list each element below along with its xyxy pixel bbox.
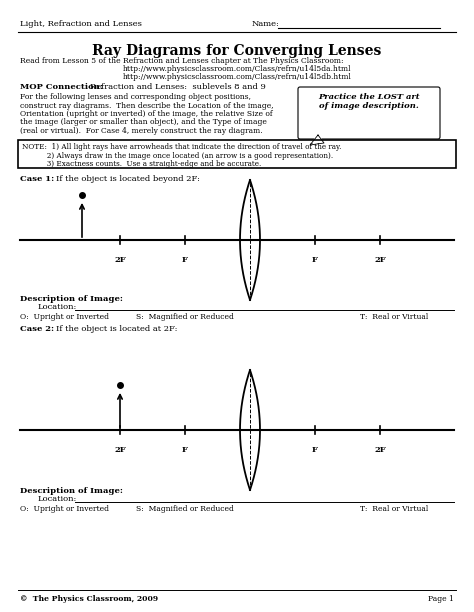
Text: Refraction and Lenses:  sublevels 8 and 9: Refraction and Lenses: sublevels 8 and 9 bbox=[90, 83, 266, 91]
Text: If the object is located at 2F:: If the object is located at 2F: bbox=[56, 325, 177, 333]
Text: Light, Refraction and Lenses: Light, Refraction and Lenses bbox=[20, 20, 142, 28]
Text: 2) Always draw in the image once located (an arrow is a good representation).: 2) Always draw in the image once located… bbox=[22, 152, 333, 160]
Text: Description of Image:: Description of Image: bbox=[20, 295, 123, 303]
Text: O:  Upright or Inverted: O: Upright or Inverted bbox=[20, 313, 109, 321]
Text: ©  The Physics Classroom, 2009: © The Physics Classroom, 2009 bbox=[20, 595, 158, 603]
Text: Case 1:: Case 1: bbox=[20, 175, 54, 183]
Text: 2F: 2F bbox=[374, 446, 386, 454]
Text: F: F bbox=[312, 256, 318, 264]
Text: T:  Real or Virtual: T: Real or Virtual bbox=[360, 505, 428, 513]
Text: If the object is located beyond 2F:: If the object is located beyond 2F: bbox=[56, 175, 200, 183]
Text: Name:: Name: bbox=[252, 20, 280, 28]
Text: Practice the LOST art
of image description.: Practice the LOST art of image descripti… bbox=[318, 93, 420, 110]
Text: T:  Real or Virtual: T: Real or Virtual bbox=[360, 313, 428, 321]
Text: F: F bbox=[182, 446, 188, 454]
Text: Page 1: Page 1 bbox=[428, 595, 454, 603]
Text: F: F bbox=[312, 446, 318, 454]
Text: http://www.physicsclassroom.com/Class/refrn/u14l5da.html: http://www.physicsclassroom.com/Class/re… bbox=[123, 65, 351, 73]
Polygon shape bbox=[310, 135, 324, 145]
Text: F: F bbox=[182, 256, 188, 264]
Text: Ray Diagrams for Converging Lenses: Ray Diagrams for Converging Lenses bbox=[92, 44, 382, 58]
Text: MOP Connection:: MOP Connection: bbox=[20, 83, 103, 91]
Text: http://www.physicsclassroom.com/Class/refrn/u14l5db.html: http://www.physicsclassroom.com/Class/re… bbox=[123, 73, 351, 81]
Text: 3) Exactness counts.  Use a straight-edge and be accurate.: 3) Exactness counts. Use a straight-edge… bbox=[22, 160, 261, 168]
Text: For the following lenses and corresponding object positions,: For the following lenses and correspondi… bbox=[20, 93, 251, 101]
Text: Location:: Location: bbox=[38, 495, 77, 503]
FancyBboxPatch shape bbox=[298, 87, 440, 139]
Text: 2F: 2F bbox=[114, 256, 126, 264]
Text: NOTE:  1) All light rays have arrowheads that indicate the direction of travel o: NOTE: 1) All light rays have arrowheads … bbox=[22, 143, 341, 151]
Text: S:  Magnified or Reduced: S: Magnified or Reduced bbox=[136, 313, 234, 321]
Text: Case 2:: Case 2: bbox=[20, 325, 54, 333]
Text: Read from Lesson 5 of the Refraction and Lenses chapter at The Physics Classroom: Read from Lesson 5 of the Refraction and… bbox=[20, 57, 344, 65]
Text: 2F: 2F bbox=[114, 446, 126, 454]
FancyBboxPatch shape bbox=[18, 140, 456, 168]
Text: 2F: 2F bbox=[374, 256, 386, 264]
Text: the image (larger or smaller than object), and the Type of image: the image (larger or smaller than object… bbox=[20, 119, 267, 127]
Text: construct ray diagrams.  Then describe the Location of the image,: construct ray diagrams. Then describe th… bbox=[20, 102, 273, 110]
Text: O:  Upright or Inverted: O: Upright or Inverted bbox=[20, 505, 109, 513]
Text: Location:: Location: bbox=[38, 303, 77, 311]
Text: (real or virtual).  For Case 4, merely construct the ray diagram.: (real or virtual). For Case 4, merely co… bbox=[20, 127, 263, 135]
Text: S:  Magnified or Reduced: S: Magnified or Reduced bbox=[136, 505, 234, 513]
Text: Description of Image:: Description of Image: bbox=[20, 487, 123, 495]
Text: Orientation (upright or inverted) of the image, the relative Size of: Orientation (upright or inverted) of the… bbox=[20, 110, 273, 118]
